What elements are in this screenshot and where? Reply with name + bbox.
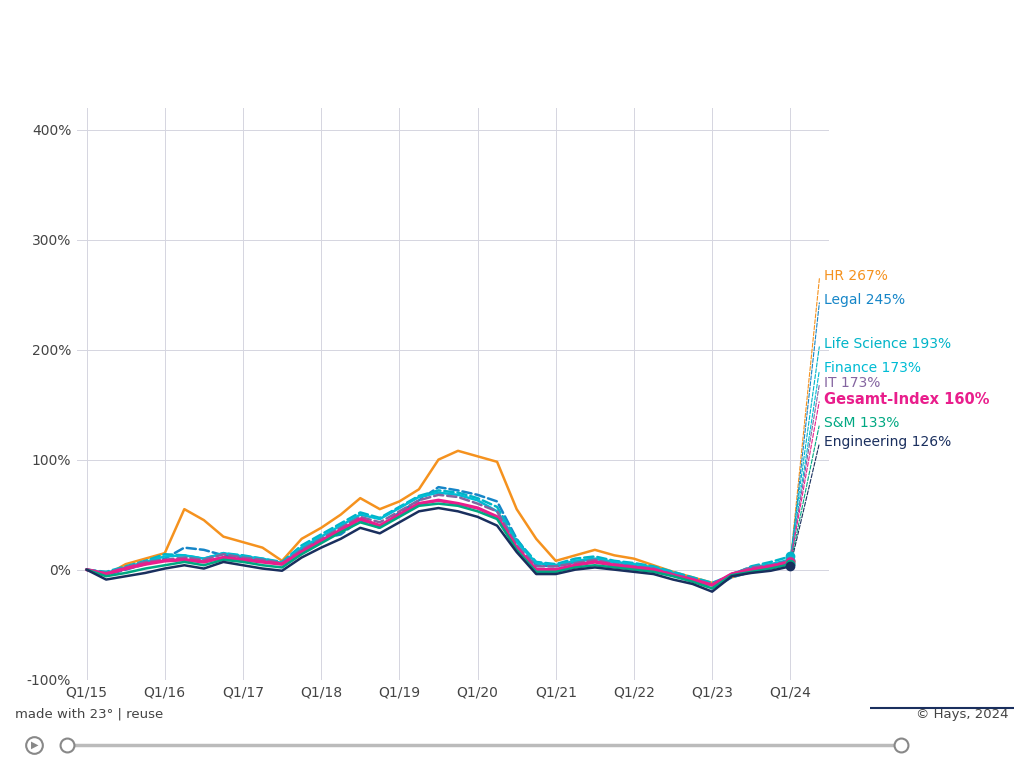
Text: HR 267%: HR 267% [823,269,888,283]
Text: made with 23° | reuse: made with 23° | reuse [15,708,164,721]
Text: S&M 133%: S&M 133% [823,416,899,430]
Text: IT 173%: IT 173% [823,376,880,389]
Text: Legal 245%: Legal 245% [823,293,904,307]
Text: ▶: ▶ [31,740,39,750]
Text: HAYS-FACHKRÄFTE-INDEX DEUTSCHLAND: HAYS-FACHKRÄFTE-INDEX DEUTSCHLAND [26,27,639,53]
Text: © Hays, 2024: © Hays, 2024 [916,708,1009,721]
Text: Engineering 126%: Engineering 126% [823,435,951,449]
Text: Life Science 193%: Life Science 193% [823,337,950,351]
Text: Gesamt-Index 160%: Gesamt-Index 160% [823,392,989,406]
Text: Finance 173%: Finance 173% [823,361,921,376]
